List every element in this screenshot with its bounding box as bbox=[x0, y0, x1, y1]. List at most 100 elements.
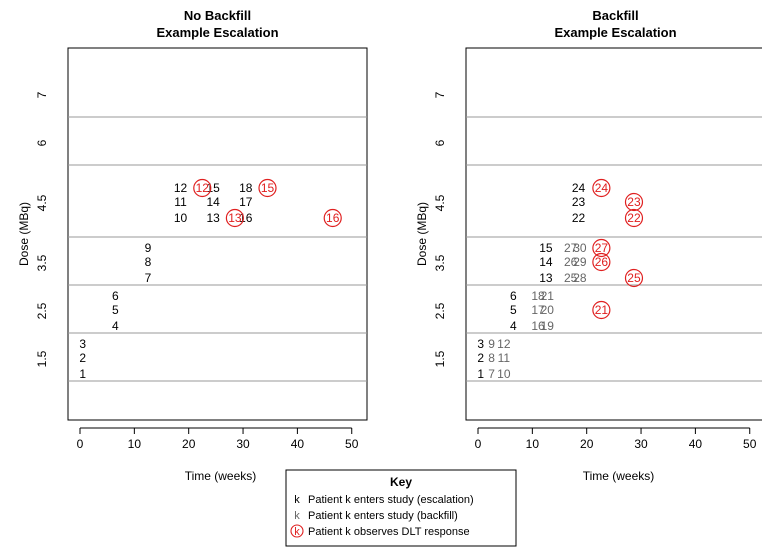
escalation-patient-label: 14 bbox=[206, 195, 220, 209]
escalation-patient-label: 3 bbox=[477, 337, 484, 351]
backfill-patient-label: 12 bbox=[497, 337, 511, 351]
dlt-patient-label: 15 bbox=[261, 181, 275, 195]
x-tick-label: 10 bbox=[526, 437, 540, 451]
y-tick-label: 4.5 bbox=[35, 194, 49, 211]
backfill-patient-label: 21 bbox=[541, 289, 555, 303]
escalation-patient-label: 4 bbox=[510, 319, 517, 333]
y-tick-label: 1.5 bbox=[433, 350, 447, 367]
x-axis-label: Time (weeks) bbox=[185, 469, 257, 483]
x-tick-label: 50 bbox=[345, 437, 359, 451]
dlt-patient-label: 13 bbox=[228, 211, 242, 225]
dlt-patient-label: 16 bbox=[326, 211, 340, 225]
dlt-patient-label: 24 bbox=[595, 181, 609, 195]
backfill-patient-label: 20 bbox=[541, 303, 555, 317]
legend-dlt-symbol bbox=[290, 524, 304, 538]
y-tick-label: 4.5 bbox=[433, 194, 447, 211]
y-axis-label: Dose (MBq) bbox=[415, 202, 429, 266]
chart-title: No Backfill bbox=[184, 8, 251, 23]
backfill-patient-label: 10 bbox=[497, 367, 511, 381]
y-tick-label: 6 bbox=[35, 139, 49, 146]
escalation-patient-label: 24 bbox=[572, 181, 586, 195]
escalation-patient-label: 6 bbox=[510, 289, 517, 303]
chart-title: Backfill bbox=[592, 8, 638, 23]
legend-symbol-k: k bbox=[294, 510, 300, 522]
backfill-patient-label: 16 bbox=[531, 319, 545, 333]
x-tick-label: 40 bbox=[689, 437, 703, 451]
dlt-circle bbox=[624, 192, 644, 212]
x-tick-label: 0 bbox=[77, 437, 84, 451]
escalation-patient-label: 5 bbox=[510, 303, 517, 317]
escalation-patient-label: 17 bbox=[239, 195, 253, 209]
dlt-patient-label: 22 bbox=[627, 211, 641, 225]
dlt-patient-label: 27 bbox=[595, 241, 609, 255]
x-tick-label: 20 bbox=[182, 437, 196, 451]
chart-subtitle: Example Escalation bbox=[156, 25, 278, 40]
dlt-patient-label: 25 bbox=[627, 271, 641, 285]
escalation-patient-label: 11 bbox=[174, 195, 187, 209]
escalation-patient-label: 4 bbox=[112, 319, 119, 333]
dlt-circle bbox=[592, 300, 611, 320]
escalation-patient-label: 13 bbox=[206, 211, 220, 225]
chart-subtitle: Example Escalation bbox=[554, 25, 676, 40]
escalation-patient-label: 6 bbox=[112, 289, 119, 303]
dlt-patient-label: 21 bbox=[595, 303, 609, 317]
legend: Key k Patient k enters study (escalation) k… bbox=[285, 469, 517, 547]
dlt-circle bbox=[592, 178, 611, 198]
x-tick-label: 10 bbox=[128, 437, 142, 451]
panel-no-backfill: No Backfill Example Escalation 1.5 2.5 3.5 4.… bbox=[17, 8, 368, 483]
backfill-patient-label: 25 bbox=[564, 271, 578, 285]
legend-item-text: Patient k enters study (backfill) bbox=[308, 510, 458, 522]
backfill-patient-label: 28 bbox=[573, 271, 587, 285]
escalation-patient-label: 23 bbox=[572, 195, 586, 209]
backfill-patient-label: 30 bbox=[573, 241, 587, 255]
legend-item-text: Patient k enters study (escalation) bbox=[308, 494, 474, 506]
y-tick-label: 3.5 bbox=[35, 254, 49, 271]
escalation-patient-label: 9 bbox=[145, 241, 152, 255]
y-axis-label: Dose (MBq) bbox=[17, 202, 31, 266]
dlt-circle bbox=[193, 178, 212, 198]
escalation-patient-label: 18 bbox=[239, 181, 253, 195]
legend-symbol-k: k bbox=[294, 526, 300, 538]
escalation-patient-label: 12 bbox=[174, 181, 188, 195]
x-tick-label: 20 bbox=[580, 437, 594, 451]
escalation-patient-label: 8 bbox=[145, 255, 152, 269]
dlt-circle bbox=[592, 238, 611, 258]
x-tick-label: 30 bbox=[236, 437, 250, 451]
escalation-patient-label: 1 bbox=[477, 367, 484, 381]
backfill-patient-label: 8 bbox=[488, 351, 495, 365]
plot-frame bbox=[67, 47, 368, 421]
legend-title: Key bbox=[390, 475, 412, 489]
y-tick-label: 6 bbox=[433, 139, 447, 146]
backfill-patient-label: 17 bbox=[531, 303, 545, 317]
backfill-patient-label: 7 bbox=[488, 367, 495, 381]
dlt-circle bbox=[225, 208, 244, 228]
legend-item-text: Patient k observes DLT response bbox=[308, 526, 470, 538]
x-tick-label: 30 bbox=[634, 437, 648, 451]
y-tick-label: 7 bbox=[35, 91, 49, 98]
x-tick-label: 40 bbox=[291, 437, 305, 451]
escalation-patient-label: 13 bbox=[539, 271, 553, 285]
dlt-circle bbox=[323, 208, 342, 228]
y-tick-label: 3.5 bbox=[433, 254, 447, 271]
escalation-patient-label: 10 bbox=[174, 211, 188, 225]
dlt-patient-label: 12 bbox=[196, 181, 210, 195]
dlt-circle bbox=[624, 208, 644, 228]
escalation-patient-label: 1 bbox=[79, 367, 86, 381]
y-tick-label: 2.5 bbox=[35, 302, 49, 319]
y-tick-label: 1.5 bbox=[35, 350, 49, 367]
escalation-patient-label: 22 bbox=[572, 211, 586, 225]
x-tick-label: 50 bbox=[743, 437, 757, 451]
backfill-patient-label: 26 bbox=[564, 255, 578, 269]
x-axis-label: Time (weeks) bbox=[583, 469, 655, 483]
dlt-circle bbox=[592, 252, 611, 272]
escalation-patient-label: 5 bbox=[112, 303, 119, 317]
backfill-patient-label: 19 bbox=[541, 319, 555, 333]
escalation-patient-label: 15 bbox=[539, 241, 553, 255]
backfill-patient-label: 11 bbox=[498, 351, 511, 365]
backfill-patient-label: 27 bbox=[564, 241, 578, 255]
backfill-patient-label: 9 bbox=[488, 337, 495, 351]
legend-box bbox=[285, 469, 517, 547]
escalation-patient-label: 7 bbox=[145, 271, 152, 285]
